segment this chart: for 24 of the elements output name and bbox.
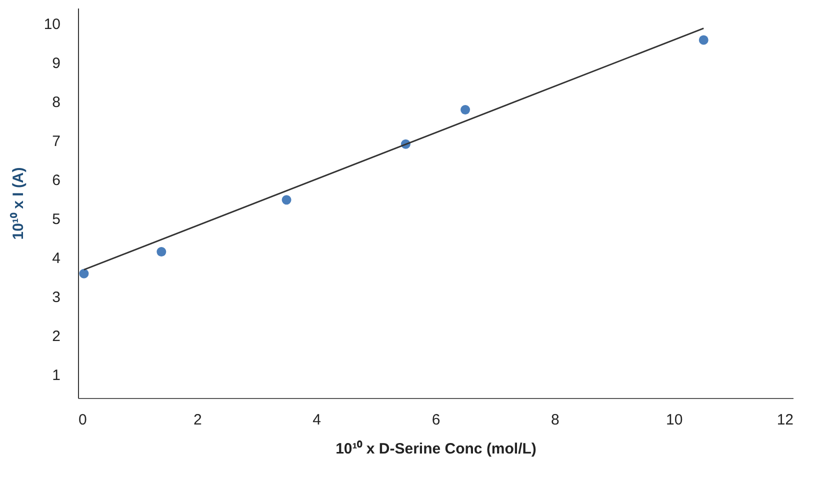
- x-tick-label: 2: [193, 412, 202, 428]
- x-tick-label: 0: [78, 412, 87, 428]
- y-tick-label: 7: [52, 133, 60, 150]
- y-tick-label: 5: [52, 211, 60, 228]
- y-tick-label: 6: [52, 172, 60, 190]
- point: [698, 35, 708, 45]
- y-tick-label: 9: [52, 55, 60, 72]
- x-axis-title: 10¹⁰ x D-Serine Conc (mol/L): [336, 440, 536, 458]
- x-tick-label: 4: [312, 412, 322, 428]
- y-tick-label: 1: [52, 367, 60, 384]
- y-tick-label: 10: [44, 16, 60, 34]
- x-tick-label: 12: [776, 412, 794, 428]
- x-tick-label: 10: [666, 412, 683, 428]
- point: [460, 105, 470, 115]
- y-tick-label: 4: [52, 250, 60, 268]
- x-tick-label: 8: [550, 412, 560, 428]
- y-tick-label: 3: [52, 289, 60, 306]
- y-tick-label: 2: [52, 328, 60, 346]
- point: [282, 195, 292, 205]
- point: [79, 268, 89, 278]
- point: [156, 247, 166, 256]
- y-tick-label: 8: [52, 94, 60, 112]
- y-axis-title: 10¹⁰ x I (A): [8, 167, 27, 240]
- x-tick-label: 6: [432, 412, 440, 428]
